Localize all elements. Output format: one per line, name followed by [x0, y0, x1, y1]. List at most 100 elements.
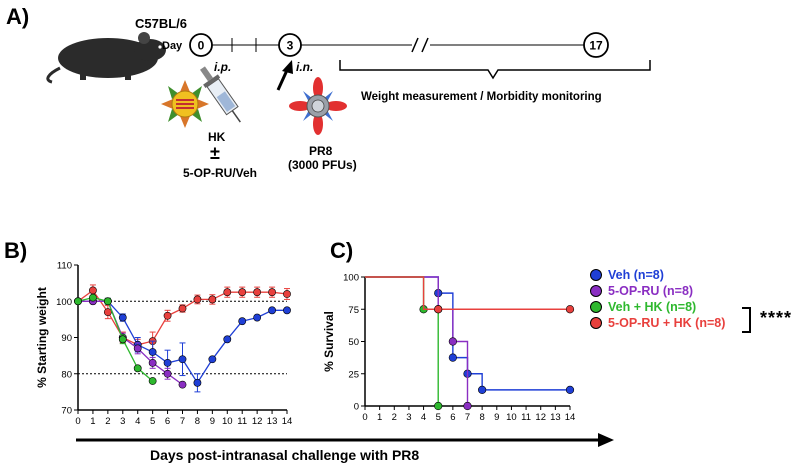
hk-label: HK: [208, 130, 226, 144]
legend-label-veh-hk: Veh + HK (n=8): [608, 300, 697, 314]
weight-x-tick-label: 10: [222, 416, 233, 427]
survival-y-tick-label: 0: [354, 402, 359, 413]
weight-x-tick-label: 5: [150, 416, 155, 427]
weight-x-tick-label: 12: [252, 416, 263, 427]
legend-dot-5-op-ru-hk: [590, 317, 602, 329]
data-point: [148, 358, 157, 367]
survival-x-tick-label: 7: [465, 412, 470, 423]
data-point: [118, 313, 127, 322]
weight-x-tick-label: 13: [267, 416, 278, 427]
weight-y-tick-label: 90: [61, 333, 72, 344]
monitoring-label: Weight measurement / Morbidity monitorin…: [361, 91, 602, 103]
virus-label: PR8: [309, 144, 333, 158]
data-point: [178, 355, 187, 364]
arrow-icon: [282, 60, 293, 74]
data-point: [133, 344, 142, 353]
day-prefix-label: Day: [162, 40, 183, 52]
survival-point: [448, 353, 457, 362]
day-17-label: 17: [589, 39, 603, 53]
weight-x-tick-label: 7: [180, 416, 185, 427]
data-point: [268, 288, 276, 297]
survival-x-tick-label: 6: [450, 412, 455, 423]
data-point: [118, 335, 127, 344]
survival-y-tick-label: 25: [348, 369, 359, 380]
legend-item-veh-hk: Veh + HK (n=8): [590, 300, 696, 314]
mouse-icon: [46, 32, 166, 84]
data-point: [268, 306, 276, 315]
x-axis-title: Days post-intranasal challenge with PR8: [150, 447, 420, 463]
legend-label-veh: Veh (n=8): [608, 268, 664, 282]
data-point: [148, 348, 157, 356]
treatment-label: 5-OP-RU/Veh: [183, 166, 258, 180]
weight-x-tick-label: 3: [120, 416, 125, 427]
survival-point: [448, 337, 457, 346]
data-point: [283, 306, 291, 315]
plus-minus-label: ±: [210, 143, 220, 163]
survival-step-3: [365, 276, 570, 310]
legend-label-5-op-ru-hk: 5-OP-RU + HK (n=8): [608, 316, 726, 330]
survival-x-tick-label: 8: [479, 412, 484, 423]
significance-bracket: [742, 307, 751, 333]
weight-y-tick-label: 110: [57, 261, 72, 272]
data-point: [223, 288, 232, 297]
legend-item-veh: Veh (n=8): [590, 268, 664, 282]
data-point: [89, 293, 97, 302]
weight-x-tick-label: 11: [237, 416, 247, 427]
syringe-icon: [200, 66, 241, 123]
survival-y-tick-label: 100: [343, 273, 359, 284]
survival-y-tick-label: 75: [348, 305, 359, 316]
weight-x-tick-label: 0: [75, 416, 80, 427]
panel-label-a: A): [6, 4, 30, 29]
data-point: [208, 355, 217, 364]
weight-y-tick-label: 80: [61, 369, 72, 380]
survival-y-axis-title: % Survival: [322, 311, 336, 372]
survival-x-tick-label: 0: [362, 412, 367, 423]
weight-x-tick-label: 8: [195, 416, 200, 427]
survival-point: [463, 401, 472, 411]
data-point: [193, 378, 202, 387]
data-point: [208, 295, 217, 304]
weight-x-tick-label: 2: [105, 416, 110, 427]
survival-point: [434, 401, 443, 411]
survival-x-tick-label: 3: [406, 412, 411, 423]
data-point: [148, 377, 157, 385]
weight-y-tick-label: 100: [56, 297, 72, 308]
survival-x-tick-label: 11: [521, 412, 531, 423]
weight-y-tick-label: 70: [61, 406, 72, 417]
legend-label-5-op-ru: 5-OP-RU (n=8): [608, 284, 694, 298]
survival-point: [565, 385, 575, 394]
weight-y-axis-title: % Starting weight: [35, 287, 49, 388]
mouse-strain-label: C57BL/6: [135, 16, 188, 31]
data-point: [178, 380, 187, 389]
legend-dot-veh-hk: [590, 301, 602, 313]
legend-item-5-op-ru-hk: 5-OP-RU + HK (n=8): [590, 316, 725, 330]
data-point: [283, 290, 291, 298]
virus-dose-label: (3000 PFUs): [288, 158, 357, 172]
survival-x-tick-label: 4: [421, 412, 426, 423]
panel-label-c: C): [330, 238, 354, 263]
survival-point: [434, 305, 443, 314]
data-point: [74, 297, 82, 306]
panel-label-b: B): [4, 238, 28, 263]
survival-x-tick-label: 12: [535, 412, 546, 423]
legend-dot-veh: [590, 269, 602, 281]
weight-x-tick-label: 6: [165, 416, 170, 427]
significance-stars: ****: [760, 308, 793, 328]
data-point: [89, 286, 97, 295]
survival-y-tick-label: 50: [348, 337, 359, 348]
in-route-label: i.n.: [296, 60, 314, 74]
survival-x-tick-label: 1: [377, 412, 382, 423]
weight-x-tick-label: 1: [90, 416, 95, 427]
survival-step-2: [365, 276, 439, 406]
day-0-label: 0: [198, 39, 205, 53]
data-point: [103, 308, 112, 317]
time-arrow: [76, 433, 614, 447]
data-point: [238, 288, 247, 297]
legend-item-5-op-ru: 5-OP-RU (n=8): [590, 284, 693, 298]
data-point: [223, 335, 232, 344]
arrow-head-icon: [598, 433, 614, 447]
survival-point: [565, 305, 575, 314]
day-0-circle: [189, 33, 213, 57]
